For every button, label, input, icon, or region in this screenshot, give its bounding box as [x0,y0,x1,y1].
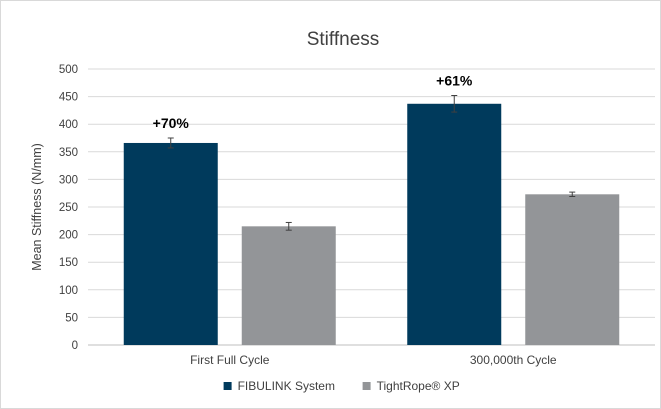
legend: FIBULINK System TightRope® XP [223,379,460,393]
y-tick-label: 150 [59,257,78,269]
y-tick-label: 50 [65,312,78,324]
y-tick-label: 0 [72,340,78,352]
error-bars [167,94,576,231]
y-tick-label: 400 [59,119,78,131]
annotation-label: +61% [436,72,473,88]
error-bar-1-0 [451,94,458,113]
y-tick-label: 500 [59,64,78,76]
annotation-label: +70% [153,115,190,131]
legend-swatch [362,382,371,390]
chart-title: Stiffness [307,29,380,50]
error-bar-0-0 [167,137,174,149]
bar-0-1 [241,226,336,345]
legend-label: FIBULINK System [238,379,335,393]
x-category-label: First Full Cycle [190,353,270,367]
legend-item-1: TightRope® XP [362,379,460,393]
error-bar-1-1 [569,191,576,198]
bars [123,103,620,345]
bar-0-0 [123,142,218,345]
legend-label: TightRope® XP [377,379,460,393]
x-category-label: 300,000th Cycle [470,353,557,367]
y-tick-label: 350 [59,147,78,159]
y-tick-label: 200 [59,230,78,242]
y-axis-ticks: 0 50 100 150 200 250 300 350 400 450 500 [59,64,78,352]
x-axis-categories: First Full Cycle 300,000th Cycle [190,353,557,367]
y-tick-label: 250 [59,202,78,214]
y-tick-label: 300 [59,174,78,186]
y-tick-label: 450 [59,92,78,104]
error-bar-0-1 [285,221,292,231]
bar-1-1 [525,194,620,345]
legend-swatch [223,382,232,390]
y-tick-label: 100 [59,285,78,297]
legend-item-0: FIBULINK System [223,379,335,393]
annotations: +70% +61% [153,72,473,131]
y-axis-label: Mean Stiffness (N/mm) [30,143,44,271]
bar-1-0 [407,103,502,345]
